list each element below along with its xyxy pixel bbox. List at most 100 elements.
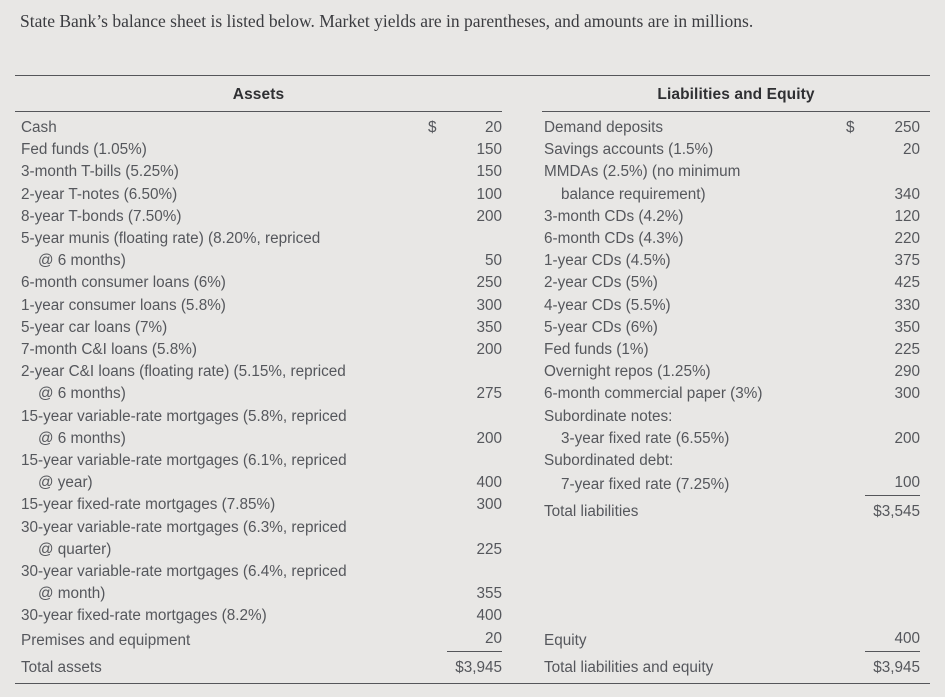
balance-row: 4-year CDs (5.5%) 330 (542, 295, 930, 317)
balance-row: 3-month T-bills (5.25%) 150 (15, 161, 502, 183)
amount-value: 400 (476, 607, 502, 625)
balance-sheet-columns: Assets Cash $20 Fed funds (1.05%) 150 3-mont… (15, 76, 930, 679)
amount-value: 400 (865, 628, 920, 652)
assets-rows: Cash $20 Fed funds (1.05%) 150 3-month T-bil… (15, 117, 502, 679)
top-divider (15, 75, 930, 76)
row-amount: 300 (428, 494, 502, 516)
row-label: 2-year T-notes (6.50%) (21, 185, 178, 203)
balance-row: 15-year fixed-rate mortgages (7.85%) 300 (15, 494, 502, 516)
row-label: 3-year fixed rate (6.55%) (561, 429, 730, 447)
row-amount: 300 (846, 383, 920, 405)
balance-row: 2-year T-notes (6.50%) 100 (15, 184, 502, 206)
row-label: 6-month CDs (4.3%) (544, 230, 684, 248)
balance-row: 6-month consumer loans (6%) 250 (15, 272, 502, 294)
row-amount: 330 (846, 295, 920, 317)
assets-header: Assets (232, 86, 285, 103)
row-amount: 375 (846, 250, 920, 272)
balance-row: 2-year CDs (5%) 425 (542, 272, 930, 294)
row-label: Total assets (21, 658, 102, 676)
row-amount: 20 (846, 139, 920, 161)
amount-value: 300 (476, 296, 502, 314)
amount-value: 200 (476, 429, 502, 447)
row-amount: 200 (428, 339, 502, 361)
amount-value: 150 (476, 141, 502, 159)
balance-row: Overnight repos (1.25%) 290 (542, 361, 930, 383)
row-label: Demand deposits (544, 119, 664, 136)
row-label: 6-month commercial paper (3%) (544, 385, 763, 403)
amount-value: 200 (476, 207, 502, 225)
row-amount: 350 (428, 317, 502, 339)
row-amount: 100 (428, 184, 502, 206)
balance-row: Total assets $3,945 (15, 657, 502, 679)
row-amount: 200 (428, 428, 502, 450)
row-label: Overnight repos (1.25%) (544, 363, 711, 381)
row-amount: 100 (846, 472, 920, 497)
balance-row: Fed funds (1%) 225 (542, 339, 930, 361)
amount-value: 300 (894, 385, 920, 403)
amount-value: 200 (894, 429, 920, 447)
balance-row: Fed funds (1.05%) 150 (15, 139, 502, 161)
balance-row: Savings accounts (1.5%) 20 (542, 139, 930, 161)
amount-value: 275 (476, 385, 502, 403)
row-amount: $20 (428, 117, 502, 139)
row-amount: 350 (846, 317, 920, 339)
balance-row: 8-year T-bonds (7.50%) 200 (15, 206, 502, 228)
balance-row: Total liabilities $3,545 (542, 501, 930, 523)
row-label: 15-year fixed-rate mortgages (7.85%) (21, 496, 276, 514)
amount-value: 290 (894, 363, 920, 381)
row-label: 1-year consumer loans (5.8%) (21, 296, 226, 314)
dollar-sign: $ (846, 119, 855, 136)
row-label: 2-year CDs (5%) (544, 274, 658, 292)
row-amount: 20 (428, 628, 502, 652)
amount-value: 50 (484, 252, 502, 270)
balance-row: Equity 400 (542, 628, 930, 652)
amount-value: $3,545 (873, 503, 920, 521)
amount-value: $3,945 (455, 658, 502, 676)
row-label: 30-year variable-rate mortgages (6.3%, r… (21, 518, 347, 558)
row-label: MMDAs (2.5%) (no minimum balance requirem… (544, 163, 741, 203)
balance-row: 1-year consumer loans (5.8%) 300 (15, 295, 502, 317)
row-amount: 225 (428, 539, 502, 561)
row-amount: 400 (428, 472, 502, 494)
bottom-divider (15, 683, 930, 684)
row-label: Cash (21, 119, 57, 136)
row-label: Fed funds (1.05%) (21, 141, 147, 159)
balance-row: 6-month CDs (4.3%) 220 (542, 228, 930, 250)
row-label: Total liabilities (544, 503, 639, 521)
row-label: Premises and equipment (21, 631, 191, 649)
row-amount: 355 (428, 583, 502, 605)
amount-value: 375 (894, 252, 920, 270)
liabilities-header: Liabilities and Equity (657, 86, 815, 103)
liabilities-rows: Demand deposits $250 Savings accounts (1.5… (542, 117, 930, 524)
balance-row: 5-year munis (floating rate) (8.20%, rep… (15, 228, 502, 272)
row-amount: 150 (428, 161, 502, 183)
balance-row: 5-year CDs (6%) 350 (542, 317, 930, 339)
balance-row: Total liabilities and equity $3,945 (542, 657, 930, 679)
balance-row: Cash $20 (15, 117, 502, 139)
balance-row: Premises and equipment 20 (15, 628, 502, 652)
balance-row: 3-year fixed rate (6.55%) 200 (542, 428, 930, 450)
balance-row: Subordinate notes: (542, 406, 930, 428)
amount-value: 425 (894, 274, 920, 292)
row-amount: 250 (428, 272, 502, 294)
row-label: 15-year variable-rate mortgages (6.1%, r… (21, 452, 347, 492)
intro-text: State Bank’s balance sheet is listed bel… (20, 11, 754, 31)
row-amount: 400 (428, 605, 502, 627)
amount-value: 250 (476, 274, 502, 292)
balance-row: Demand deposits $250 (542, 117, 930, 139)
equity-rows: Equity 400 Total liabilities and equity $3,… (542, 628, 930, 679)
amount-value: 150 (476, 163, 502, 181)
row-amount: $3,545 (846, 501, 920, 523)
row-amount: 290 (846, 361, 920, 383)
row-label: 15-year variable-rate mortgages (5.8%, r… (21, 407, 347, 447)
amount-value: $3,945 (873, 658, 920, 676)
amount-value: 20 (484, 119, 502, 136)
row-amount: 400 (846, 628, 920, 652)
row-amount: $3,945 (846, 657, 920, 679)
balance-row: 1-year CDs (4.5%) 375 (542, 250, 930, 272)
row-label: 1-year CDs (4.5%) (544, 252, 671, 270)
row-amount: 150 (428, 139, 502, 161)
row-label: 30-year variable-rate mortgages (6.4%, r… (21, 563, 347, 603)
amount-value: 350 (894, 318, 920, 336)
